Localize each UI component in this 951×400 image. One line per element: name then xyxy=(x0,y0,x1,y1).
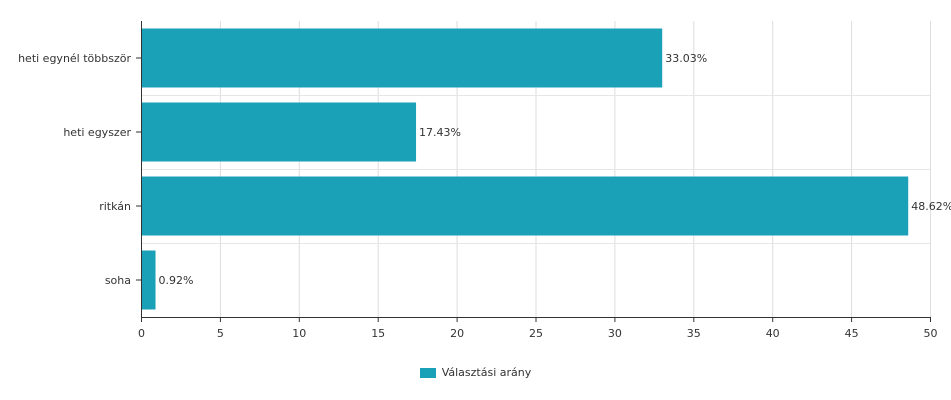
x-tick-label: 45 xyxy=(845,327,859,340)
x-tick-label: 20 xyxy=(450,327,464,340)
x-tick-label: 10 xyxy=(292,327,306,340)
bar xyxy=(142,102,417,162)
x-tick-label: 0 xyxy=(138,327,145,340)
x-tick-label: 5 xyxy=(217,327,224,340)
y-tick-label: soha xyxy=(105,274,131,287)
y-tick-label: heti egyszer xyxy=(63,126,131,139)
axis-layer: 0 5 10 15 20 25 30 35 40 45 50 heti egynél többször… xyxy=(18,21,938,340)
y-tick-label: heti egynél többször xyxy=(18,52,131,65)
bars-layer: 33.03% 17.43% 48.62% 0.92% xyxy=(142,28,951,310)
bar xyxy=(142,176,909,236)
legend-swatch xyxy=(419,367,436,378)
x-tick-label: 40 xyxy=(766,327,780,340)
y-tick-label: ritkán xyxy=(99,200,131,213)
bar xyxy=(142,250,156,310)
x-tick-label: 35 xyxy=(687,327,701,340)
legend[interactable]: Választási arány xyxy=(0,366,951,379)
x-tick-label: 50 xyxy=(924,327,938,340)
bar-value-label: 48.62% xyxy=(911,200,951,213)
bar xyxy=(142,28,663,88)
bar-chart: 33.03% 17.43% 48.62% 0.92% 0 5 10 15 20 25 30 35 40… xyxy=(18,21,951,340)
legend-label: Választási arány xyxy=(441,366,532,379)
x-tick-label: 25 xyxy=(529,327,543,340)
x-tick-label: 15 xyxy=(371,327,385,340)
bar-value-label: 33.03% xyxy=(665,52,707,65)
x-tick-label: 30 xyxy=(608,327,622,340)
bar-value-label: 17.43% xyxy=(419,126,461,139)
bar-value-label: 0.92% xyxy=(159,274,194,287)
